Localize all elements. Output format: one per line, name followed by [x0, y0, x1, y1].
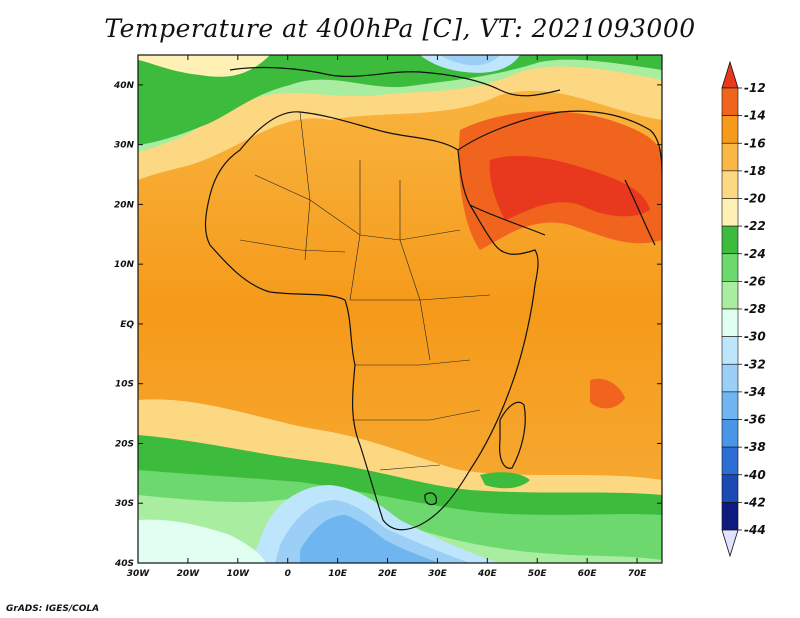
colorbar-label: -40	[744, 468, 766, 482]
colorbar-swatch	[721, 446, 739, 476]
colorbar-label: -26	[744, 274, 766, 288]
colorbar-swatch	[721, 419, 739, 448]
colorbar-cap-bottom	[721, 529, 739, 558]
lon-tick-label: 10E	[328, 569, 348, 579]
colorbar-swatch	[721, 225, 739, 255]
colorbar-swatch	[721, 502, 739, 531]
colorbar-swatch	[721, 363, 739, 393]
colorbar-swatch	[721, 142, 739, 172]
colorbar: -12 -14 -16 -18 -20 -22 -24 -26 -28 -30 -32 -34 -36 -…	[721, 60, 766, 558]
colorbar-swatch	[721, 474, 739, 503]
lon-tick-label: 70E	[628, 569, 648, 579]
colorbar-swatch	[721, 87, 739, 116]
colorbar-label: -14	[744, 109, 766, 123]
lon-tick-label: 0	[285, 569, 291, 579]
temperature-field	[138, 55, 662, 563]
lat-tick-label: 40N	[113, 81, 135, 91]
lat-tick-label: 30S	[115, 499, 134, 509]
colorbar-swatch	[721, 170, 739, 199]
colorbar-label: -24	[744, 247, 766, 261]
colorbar-label: -22	[744, 219, 766, 233]
colorbar-cap-top	[721, 60, 739, 89]
colorbar-label: -28	[744, 302, 766, 316]
lon-tick-label: 10W	[227, 569, 251, 579]
lon-tick-label: 40E	[477, 569, 498, 579]
colorbar-swatch	[721, 308, 739, 337]
lon-tick-label: 20W	[177, 569, 201, 579]
colorbar-label: -38	[744, 440, 766, 454]
colorbar-swatch	[721, 115, 739, 144]
colorbar-label: -32	[744, 357, 766, 371]
plot-frame	[137, 54, 663, 564]
country-borders	[239, 111, 491, 471]
lat-tick-label: EQ	[120, 320, 134, 330]
colorbar-label: -44	[744, 523, 766, 537]
lon-tick-label: 20E	[378, 569, 398, 579]
longitude-axis: 30W 20W 10W 0 10E 20E 30E 40E 50E 60E 70E	[127, 55, 647, 579]
lat-tick-label: 20S	[115, 439, 134, 449]
colorbar-swatch	[721, 281, 739, 310]
chart-title: Temperature at 400hPa [C], VT: 202109300…	[104, 14, 696, 43]
colorbar-label: -30	[744, 330, 766, 344]
lat-tick-label: 10S	[115, 380, 134, 390]
lat-tick-label: 20N	[114, 200, 135, 210]
lat-tick-label: 10N	[114, 260, 135, 270]
lon-tick-label: 30E	[428, 569, 448, 579]
colorbar-label: -16	[744, 136, 766, 150]
colorbar-label: -34	[744, 385, 766, 399]
lon-tick-label: 30W	[127, 569, 151, 579]
colorbar-label: -18	[744, 164, 766, 178]
lon-tick-label: 50E	[528, 569, 548, 579]
lat-tick-label: 40S	[114, 559, 134, 569]
colorbar-swatch	[721, 336, 739, 365]
lon-tick-label: 60E	[578, 569, 598, 579]
coastline	[204, 66, 662, 531]
colorbar-swatch	[721, 198, 739, 227]
colorbar-swatch	[721, 391, 739, 420]
colorbar-label: -36	[744, 413, 766, 427]
colorbar-label: -42	[744, 495, 766, 509]
lat-tick-label: 30N	[114, 141, 135, 151]
latitude-axis: 40N 30N 20N 10N EQ 10S 20S 30S 40S	[113, 81, 662, 569]
colorbar-swatch	[721, 253, 739, 282]
credit-label: GrADS: IGES/COLA	[6, 604, 100, 614]
colorbar-label: -12	[744, 81, 766, 95]
colorbar-label: -20	[744, 192, 766, 206]
